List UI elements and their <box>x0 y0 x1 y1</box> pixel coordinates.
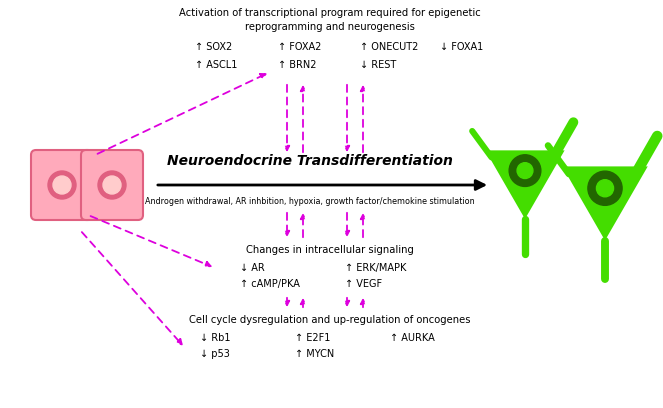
Text: ↑ FOXA2: ↑ FOXA2 <box>278 42 322 52</box>
Text: ↑ MYCN: ↑ MYCN <box>295 349 334 359</box>
Text: Androgen withdrawal, AR inhbition, hypoxia, growth factor/chemokine stimulation: Androgen withdrawal, AR inhbition, hypox… <box>145 197 475 206</box>
Circle shape <box>588 171 622 205</box>
Text: ↑ ERK/MAPK: ↑ ERK/MAPK <box>345 263 406 273</box>
Text: ↑ BRN2: ↑ BRN2 <box>278 60 316 70</box>
Text: ↓ p53: ↓ p53 <box>200 349 230 359</box>
Circle shape <box>597 180 613 197</box>
Text: ↑ E2F1: ↑ E2F1 <box>295 333 330 343</box>
Text: Changes in intracellular signaling: Changes in intracellular signaling <box>246 245 414 255</box>
Circle shape <box>48 171 76 199</box>
Text: ↓ Rb1: ↓ Rb1 <box>200 333 231 343</box>
Polygon shape <box>485 151 565 219</box>
Text: Cell cycle dysregulation and up-regulation of oncogenes: Cell cycle dysregulation and up-regulati… <box>189 315 471 325</box>
Text: Activation of transcriptional program required for epigenetic: Activation of transcriptional program re… <box>179 8 481 18</box>
Text: ↑ VEGF: ↑ VEGF <box>345 279 382 289</box>
Text: ↑ cAMP/PKA: ↑ cAMP/PKA <box>240 279 300 289</box>
Circle shape <box>517 163 533 179</box>
FancyBboxPatch shape <box>81 150 143 220</box>
Circle shape <box>98 171 126 199</box>
Text: ↑ ASCL1: ↑ ASCL1 <box>195 60 237 70</box>
Polygon shape <box>562 166 648 240</box>
Text: ↑ ONECUT2: ↑ ONECUT2 <box>360 42 418 52</box>
Text: ↓ REST: ↓ REST <box>360 60 396 70</box>
Text: reprogramming and neurogenesis: reprogramming and neurogenesis <box>245 22 415 32</box>
Circle shape <box>53 176 71 194</box>
Circle shape <box>103 176 121 194</box>
Circle shape <box>509 155 541 186</box>
Text: ↑ SOX2: ↑ SOX2 <box>195 42 232 52</box>
Text: Neuroendocrine Transdifferentiation: Neuroendocrine Transdifferentiation <box>167 154 453 168</box>
FancyBboxPatch shape <box>31 150 93 220</box>
Text: ↓ FOXA1: ↓ FOXA1 <box>440 42 483 52</box>
Text: ↑ AURKA: ↑ AURKA <box>390 333 435 343</box>
Text: ↓ AR: ↓ AR <box>240 263 265 273</box>
